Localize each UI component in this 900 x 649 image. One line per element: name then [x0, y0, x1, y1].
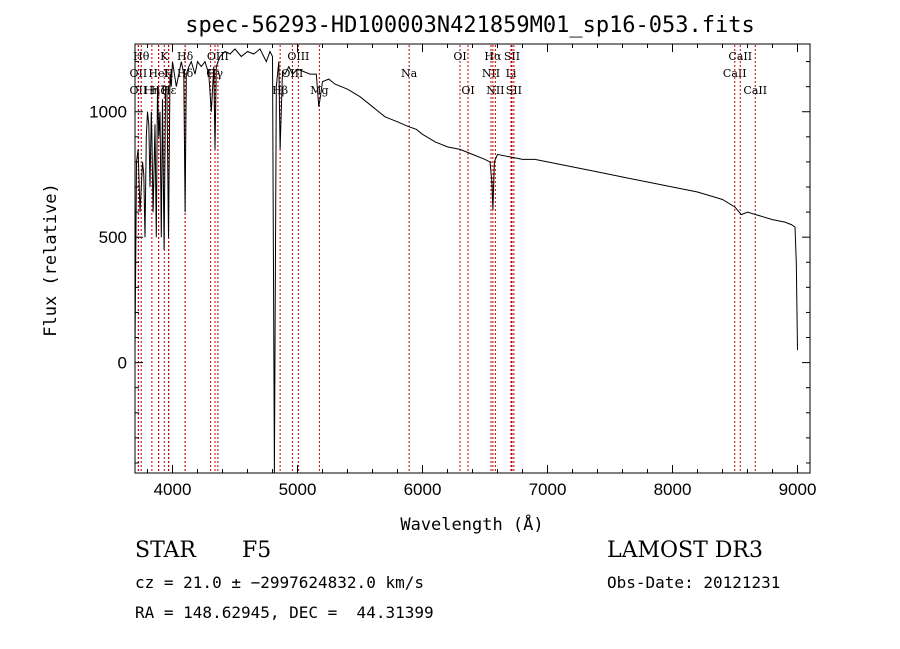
marker-label-27: CaII — [723, 67, 747, 80]
x-tick-label-5: 9000 — [779, 480, 817, 499]
redshift-line: cz = 21.0 ± −2997624832.0 km/s — [135, 573, 424, 592]
y-tick-label-0: 0 — [118, 354, 127, 373]
marker-label-3: Hη — [144, 84, 160, 97]
x-tick-label-3: 7000 — [529, 480, 567, 499]
marker-label-26: SII — [506, 84, 522, 97]
marker-label-8: Hε — [161, 84, 177, 97]
marker-label-19: OI — [453, 50, 466, 63]
object-class: STAR — [135, 538, 196, 563]
marker-label-10: Hδ — [177, 67, 194, 80]
marker-label-20: OI — [461, 84, 474, 97]
axes: 4000 5000 6000 7000 8000 9000 0 500 1000 — [89, 44, 816, 499]
plot-frame — [134, 43, 811, 474]
x-axis-label: Wavelength (Å) — [400, 513, 543, 535]
marker-label-17: Mg — [310, 84, 328, 97]
marker-label-28: CaII — [728, 50, 752, 63]
marker-label-18: Na — [401, 67, 418, 80]
marker-label-21: NII — [482, 67, 500, 80]
marker-label-22: Hα — [484, 50, 502, 63]
line-markers: OIIOIIHθHηHζKHeIHHεHδHδGHγOIIIHβOIIIOIII… — [130, 45, 767, 472]
survey-name: LAMOST DR3 — [607, 538, 763, 563]
spectrum-line-0 — [135, 48, 798, 473]
chart-title: spec-56293-HD100003N421859M01_sp16-053.f… — [185, 13, 755, 38]
marker-label-29: CaII — [743, 84, 767, 97]
x-tick-label-1: 5000 — [279, 480, 317, 499]
marker-label-9: Hδ — [177, 50, 194, 63]
ra-dec-line: RA = 148.62945, DEC = 44.31399 — [135, 603, 434, 622]
x-tick-label-4: 8000 — [654, 480, 692, 499]
marker-label-11: G — [206, 67, 215, 80]
y-axis-label: Flux (relative) — [41, 183, 61, 337]
series-layer — [135, 48, 798, 473]
marker-label-5: K — [160, 50, 169, 63]
marker-label-2: Hθ — [133, 50, 150, 63]
marker-label-23: NII — [486, 84, 504, 97]
marker-label-24: Li — [506, 67, 517, 80]
obs-date: Obs-Date: 20121231 — [607, 573, 781, 592]
object-subclass: F5 — [242, 538, 272, 563]
marker-label-6: HeI — [148, 67, 168, 80]
marker-label-25: SII — [504, 50, 520, 63]
marker-label-12: Hγ — [207, 67, 224, 80]
spectrum-chart: spec-56293-HD100003N421859M01_sp16-053.f… — [41, 13, 816, 535]
marker-label-1: OII — [130, 67, 148, 80]
y-tick-label-1: 500 — [99, 228, 127, 247]
x-tick-label-0: 4000 — [154, 480, 192, 499]
x-tick-label-2: 6000 — [404, 480, 442, 499]
marker-label-14: Hβ — [272, 84, 288, 97]
marker-label-16: OIII — [287, 50, 309, 63]
y-tick-label-2: 1000 — [89, 103, 127, 122]
